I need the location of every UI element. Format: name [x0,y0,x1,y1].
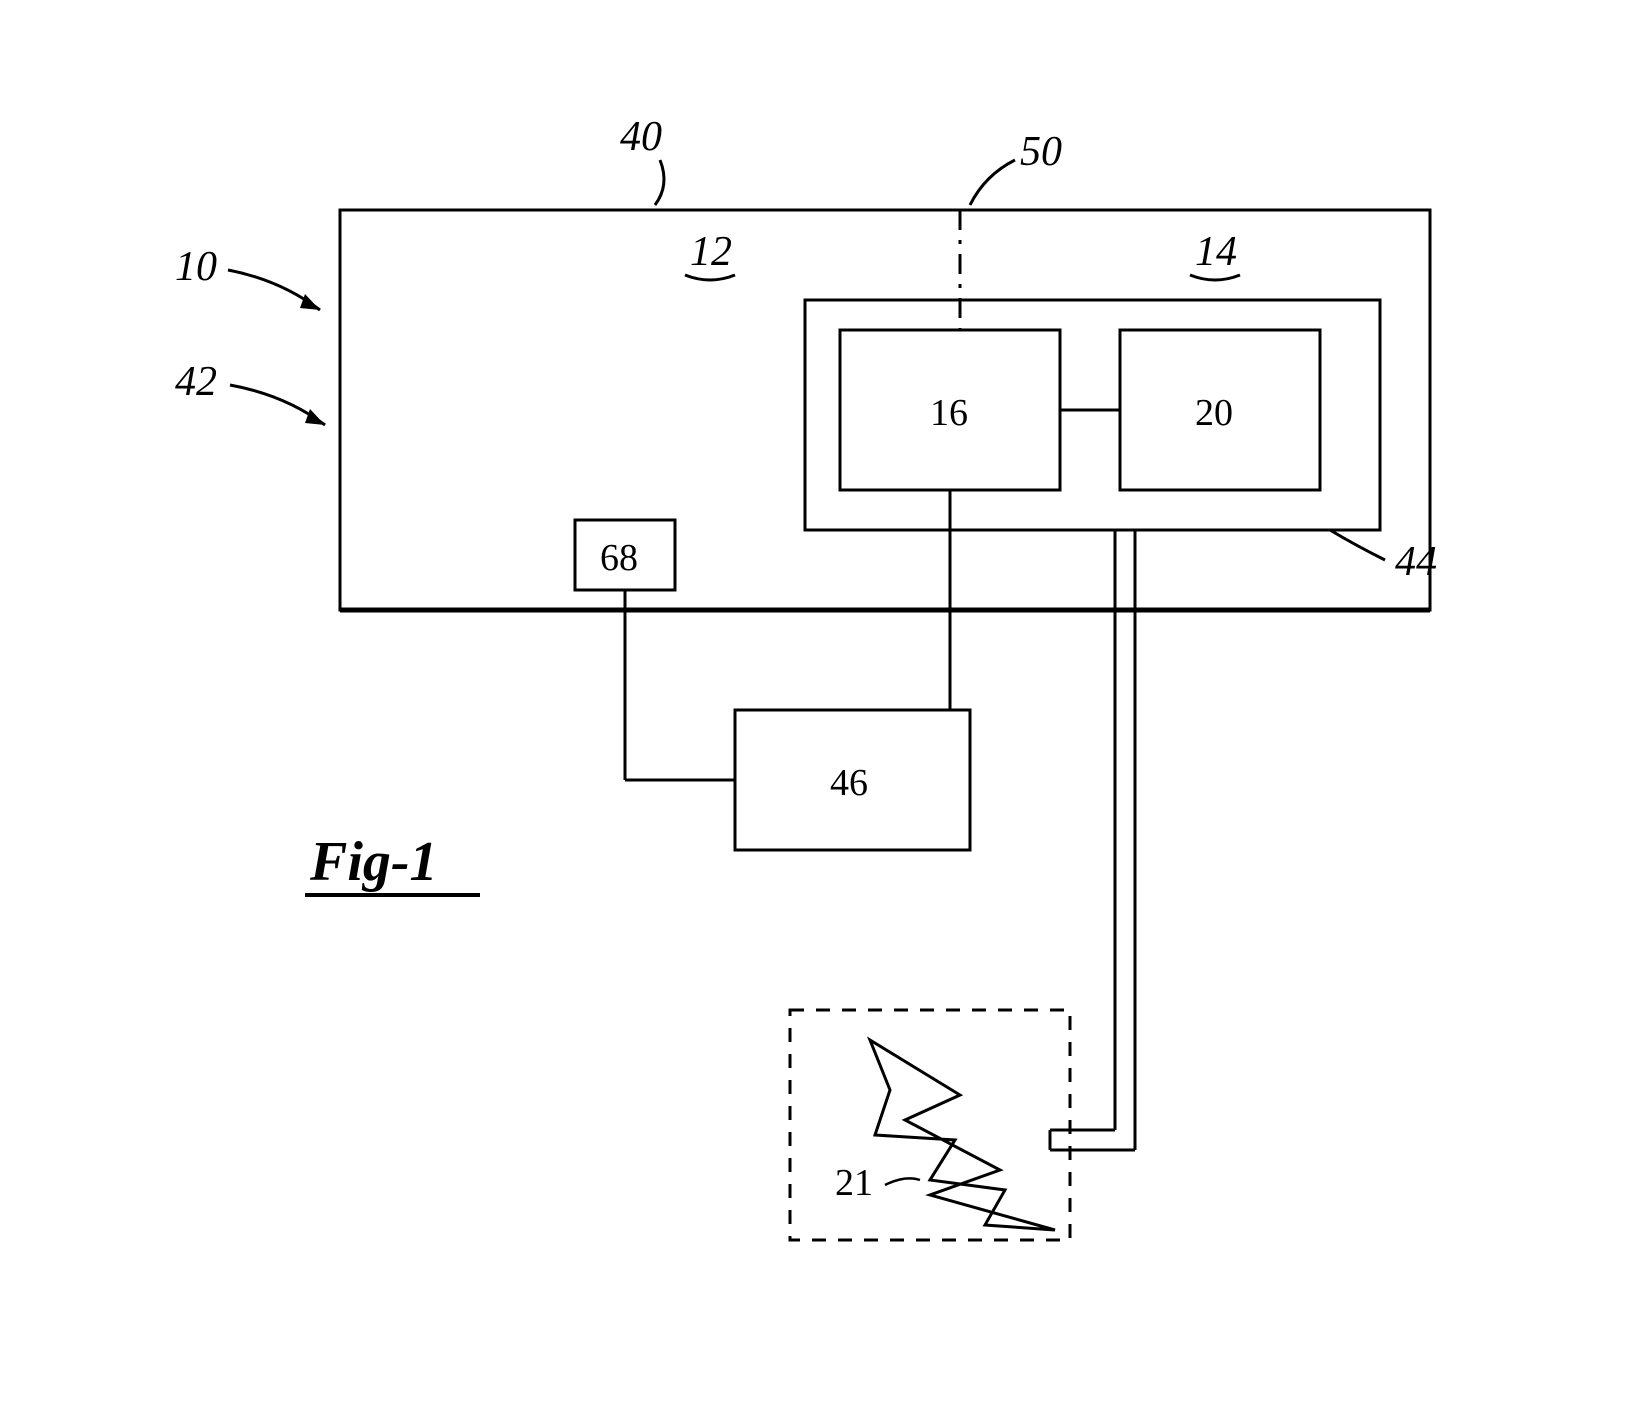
label-46: 46 [830,762,868,804]
label-20: 20 [1195,392,1233,434]
ref-10: 10 [175,244,217,290]
label-68: 68 [600,537,638,579]
container-box-44 [805,300,1380,530]
box-21-dashed [790,1010,1070,1240]
outer-enclosure [340,210,1430,610]
label-21: 21 [835,1162,873,1204]
ref-40: 40 [620,114,662,160]
ref-42: 42 [175,359,217,405]
ref-12: 12 [690,229,732,275]
figure-1-diagram: 16 20 68 46 21 10 42 40 50 12 [0,0,1630,1428]
ref-50: 50 [1020,129,1062,175]
figure-label: Fig-1 [309,831,438,893]
ref-44: 44 [1395,539,1437,585]
label-16: 16 [930,392,968,434]
ref-14: 14 [1195,229,1237,275]
lightning-icon [870,1040,1055,1230]
